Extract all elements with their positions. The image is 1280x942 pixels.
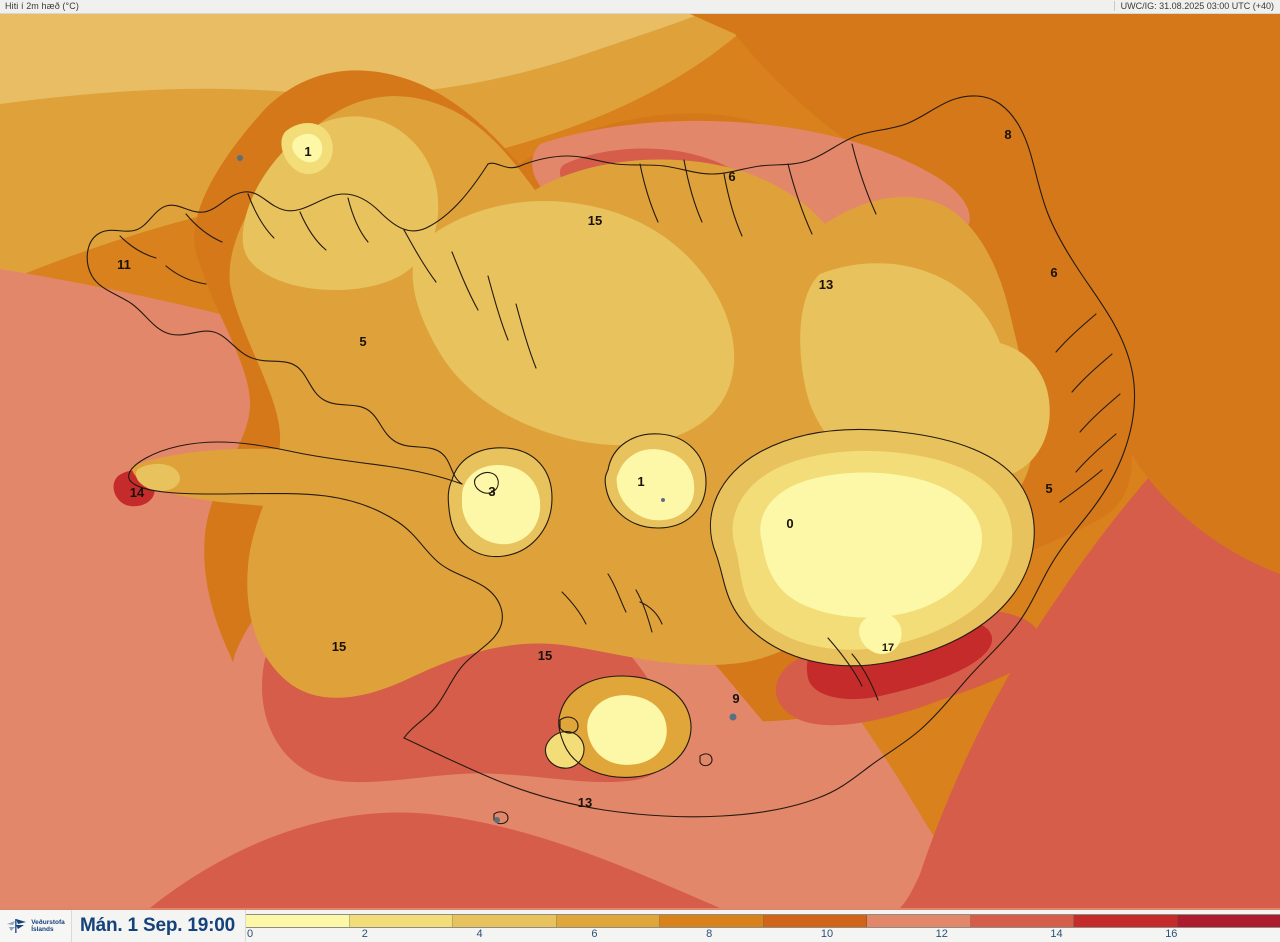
map-header-bar: Hiti í 2m hæð (°C) UWC/IG: 31.08.2025 03…: [0, 0, 1280, 14]
temperature-label: 3: [488, 484, 495, 499]
temperature-label: 13: [578, 795, 592, 810]
page-title: Hiti í 2m hæð (°C): [5, 1, 79, 11]
legend-tick: 10: [820, 928, 834, 940]
legend-swatch-2: [453, 915, 557, 927]
legend-tick: 12: [935, 928, 948, 940]
land-temperature-contours: [113, 70, 1132, 814]
map-footer-bar: Veðurstofa Íslands Mán. 1 Sep. 19:00 0 2: [0, 908, 1280, 942]
glacier-myrdalsjokull-core: [587, 695, 667, 765]
logo-line-2: Íslands: [31, 926, 54, 933]
glacier-vatnajokull-core: [760, 472, 982, 618]
temperature-label: 8: [1004, 127, 1011, 142]
temperature-label: 5: [1045, 481, 1052, 496]
legend-tick: 0: [247, 928, 254, 940]
legend-swatch-4: [660, 915, 764, 927]
valid-time-label: Mán. 1 Sep. 19:00: [72, 910, 247, 942]
model-run-info: UWC/IG: 31.08.2025 03:00 UTC (+40): [1113, 1, 1274, 11]
legend-tick: 8: [706, 928, 713, 940]
logo-wordmark: Veðurstofa Íslands: [31, 919, 65, 934]
temperature-label: 6: [1050, 265, 1057, 280]
ocean-band-east: [1050, 164, 1280, 574]
temperature-label: 6: [728, 169, 735, 184]
legend-swatch-6: [867, 915, 971, 927]
observation-points: [237, 155, 737, 823]
contour-band-4c-north-central: [412, 201, 735, 446]
contour-band-4c-snaefellsjokull: [135, 463, 180, 492]
weather-vane-icon: [7, 919, 27, 933]
temperature-label: 5: [359, 334, 366, 349]
legend-swatch-8: [1074, 915, 1178, 927]
temperature-labels: 1 11 5 15 6 8 13 6 14 3 1 0 5 15 15 9 13: [117, 127, 1057, 810]
legend-swatch-7: [970, 915, 1075, 927]
temperature-label: 1: [304, 144, 311, 159]
temperature-label: 14: [130, 485, 145, 500]
temperature-label: 1: [637, 474, 644, 489]
temperature-label: 0: [786, 516, 793, 531]
vedurstofa-logo[interactable]: Veðurstofa Íslands: [0, 910, 72, 942]
logo-line-1: Veðurstofa: [31, 918, 65, 926]
legend-swatch-3: [556, 915, 661, 927]
legend-tick-labels: 0 2 4 6 8 10 12 14 16: [246, 928, 1280, 942]
temperature-label: 11: [117, 257, 131, 272]
legend-swatch-1: [349, 915, 454, 927]
temperature-label: 15: [588, 213, 602, 228]
map-canvas[interactable]: 1 11 5 15 6 8 13 6 14 3 1 0 5 15 15 9 13: [0, 14, 1280, 908]
temperature-label: 15: [332, 639, 346, 654]
temperature-map[interactable]: 1 11 5 15 6 8 13 6 14 3 1 0 5 15 15 9 13: [0, 14, 1280, 908]
legend-tick: 14: [1050, 928, 1063, 940]
legend-swatch-0: [246, 915, 350, 927]
temperature-label: 17: [882, 642, 894, 654]
glacier-oraefajokull: [859, 613, 902, 654]
temperature-label: 13: [819, 277, 833, 292]
coastline: [86, 95, 1136, 825]
legend-tick: 6: [591, 928, 598, 940]
glacier-hofsjokull-core: [616, 449, 695, 521]
legend-swatch-5: [763, 915, 868, 927]
legend-tick: 4: [476, 928, 483, 940]
ocean-band-s-deep: [150, 812, 720, 908]
legend-tick: 2: [361, 928, 368, 940]
temperature-color-legend[interactable]: 0 2 4 6 8 10 12 14 16: [246, 910, 1280, 942]
contour-band-1c-westfjords-peak: [292, 133, 323, 163]
legend-tick: 16: [1165, 928, 1178, 940]
glacier-langjokull-core: [462, 464, 541, 545]
temperature-label: 15: [538, 648, 552, 663]
legend-swatch-9: [1177, 915, 1280, 927]
temperature-label: 9: [732, 691, 739, 706]
legend-color-bar: [246, 914, 1280, 928]
